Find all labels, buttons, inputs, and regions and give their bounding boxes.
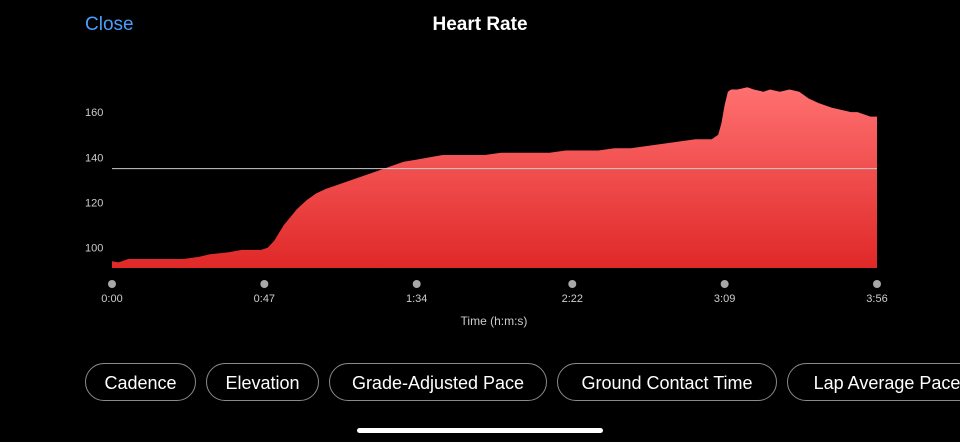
y-tick-label: 120 — [85, 197, 103, 209]
y-tick-label: 100 — [85, 243, 103, 255]
chip-ground-contact-time[interactable]: Ground Contact Time — [557, 363, 777, 401]
x-tick-marker — [108, 280, 116, 288]
x-tick-marker — [873, 280, 881, 288]
x-tick-label: 1:34 — [406, 293, 427, 305]
close-button[interactable]: Close — [85, 14, 134, 35]
chip-grade-adjusted-pace[interactable]: Grade-Adjusted Pace — [329, 363, 547, 401]
x-tick-marker — [568, 280, 577, 288]
x-tick-label: 2:22 — [562, 293, 583, 305]
x-tick-label: 0:47 — [254, 293, 275, 305]
x-tick-label: 3:09 — [714, 293, 735, 305]
x-tick-marker — [720, 280, 729, 288]
heart-rate-area — [112, 87, 877, 268]
chip-cadence[interactable]: Cadence — [85, 363, 196, 401]
heart-rate-chart[interactable]: 100 120 140 160 0:00 0:47 1:34 2:22 3:09 3:56 Ti… — [0, 0, 960, 345]
x-tick-marker — [260, 280, 269, 288]
x-tick-label: 0:00 — [101, 293, 122, 305]
x-tick-label: 3:56 — [866, 293, 887, 305]
chip-elevation[interactable]: Elevation — [206, 363, 319, 401]
home-indicator — [357, 428, 603, 433]
chip-lap-average-pace[interactable]: Lap Average Pace — [787, 363, 960, 401]
y-tick-label: 160 — [85, 107, 103, 119]
y-tick-label: 140 — [85, 152, 103, 164]
x-tick-marker — [412, 280, 421, 288]
x-axis-label: Time (h:m:s) — [461, 314, 528, 328]
page-title: Heart Rate — [432, 14, 528, 35]
